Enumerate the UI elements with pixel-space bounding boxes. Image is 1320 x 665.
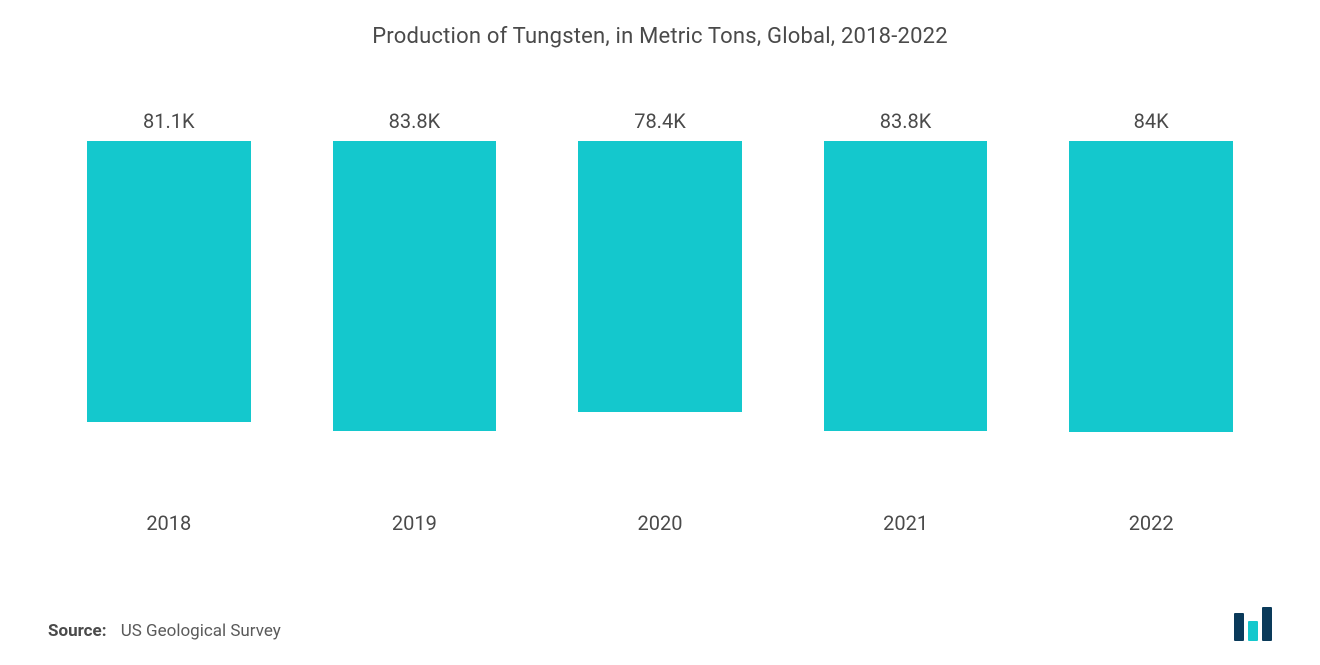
bar-group: 83.8K — [304, 109, 525, 489]
bar-value-label: 81.1K — [143, 109, 195, 133]
x-axis-label: 2019 — [304, 511, 525, 535]
bar-rect — [824, 141, 988, 431]
logo-bar — [1248, 621, 1258, 641]
bar-group: 81.1K — [58, 109, 279, 489]
x-axis-label: 2020 — [549, 511, 770, 535]
bar-group: 84K — [1041, 109, 1262, 489]
bar-rect — [87, 141, 251, 422]
x-axis-label: 2018 — [58, 511, 279, 535]
bar-rect — [1069, 141, 1233, 432]
chart-title: Production of Tungsten, in Metric Tons, … — [36, 24, 1284, 49]
chart-container: Production of Tungsten, in Metric Tons, … — [0, 0, 1320, 665]
bar-value-label: 83.8K — [880, 109, 932, 133]
bar-value-label: 84K — [1134, 109, 1169, 133]
brand-logo-icon — [1234, 607, 1272, 641]
bar-group: 78.4K — [549, 109, 770, 489]
bar-value-label: 78.4K — [634, 109, 686, 133]
source-label: Source: — [48, 621, 106, 641]
bar-value-label: 83.8K — [389, 109, 441, 133]
source-text: US Geological Survey — [121, 621, 281, 641]
chart-footer: Source: US Geological Survey — [48, 607, 1272, 641]
x-axis-label: 2021 — [795, 511, 1016, 535]
bar-rect — [333, 141, 497, 431]
bar-group: 83.8K — [795, 109, 1016, 489]
chart-plot-area: 81.1K 83.8K 78.4K 83.8K 84K — [36, 109, 1284, 489]
x-axis-label: 2022 — [1041, 511, 1262, 535]
bar-rect — [578, 141, 742, 412]
logo-bar — [1262, 607, 1272, 641]
x-axis: 2018 2019 2020 2021 2022 — [36, 499, 1284, 535]
source-attribution: Source: US Geological Survey — [48, 621, 281, 641]
logo-bar — [1234, 613, 1244, 641]
